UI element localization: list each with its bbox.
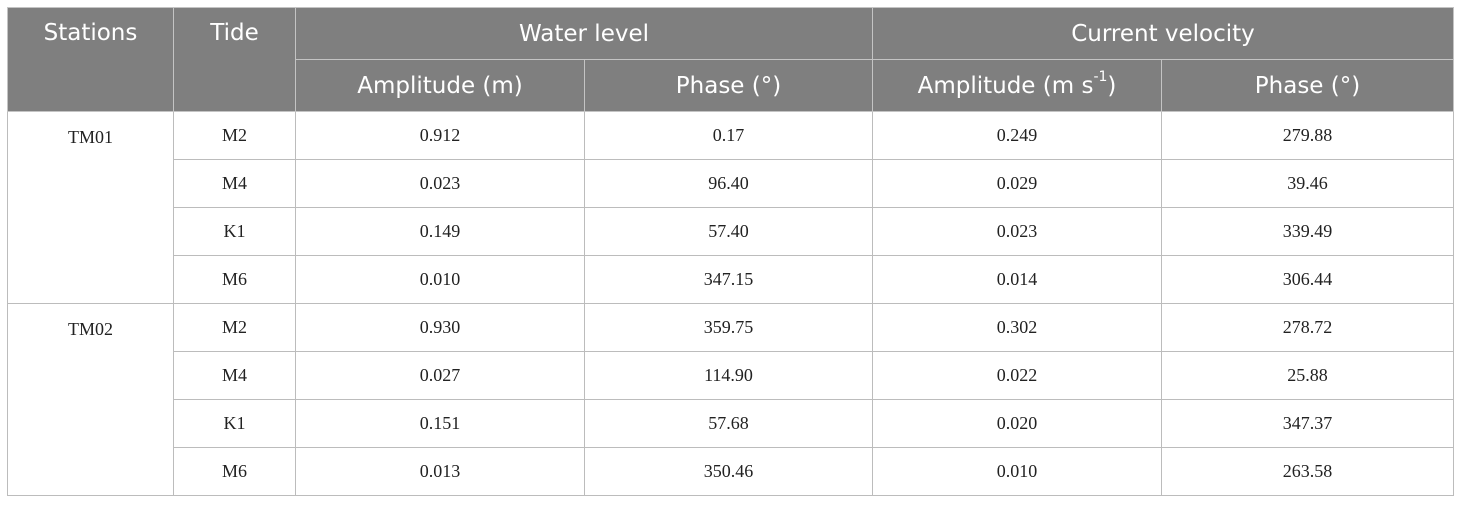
- table-row: K1 0.151 57.68 0.020 347.37: [8, 399, 1454, 448]
- current-amplitude-cell: 0.023: [872, 207, 1162, 256]
- current-phase-cell: 278.72: [1161, 303, 1454, 352]
- current-amplitude-cell: 0.014: [872, 255, 1162, 304]
- tide-cell: M2: [173, 303, 296, 352]
- water-phase-cell: 359.75: [584, 303, 873, 352]
- header-current-phase: Phase (°): [1161, 59, 1454, 112]
- header-current-amplitude-exponent: -1: [1093, 68, 1108, 85]
- tide-cell: K1: [173, 207, 296, 256]
- table-row: M4 0.023 96.40 0.029 39.46: [8, 159, 1454, 208]
- current-phase-cell: 339.49: [1161, 207, 1454, 256]
- header-water-amplitude: Amplitude (m): [295, 59, 585, 112]
- table-row: TM01 M2 0.912 0.17 0.249 279.88: [7, 111, 1454, 304]
- tide-cell: K1: [173, 399, 296, 448]
- current-phase-cell: 263.58: [1161, 447, 1454, 496]
- header-current-amplitude: Amplitude (m s-1): [872, 59, 1162, 112]
- water-amplitude-cell: 0.010: [295, 255, 585, 304]
- current-phase-cell: 347.37: [1161, 399, 1454, 448]
- header-tide: Tide: [173, 7, 296, 112]
- current-amplitude-cell: 0.249: [872, 111, 1162, 160]
- table-header: Stations Tide Water level Current veloci…: [7, 7, 1454, 112]
- water-phase-cell: 57.68: [584, 399, 873, 448]
- water-amplitude-cell: 0.151: [295, 399, 585, 448]
- header-row-1: Stations Tide Water level Current veloci…: [7, 7, 1454, 112]
- current-phase-cell: 279.88: [1161, 111, 1454, 160]
- current-amplitude-cell: 0.022: [872, 351, 1162, 400]
- header-current-amplitude-text: Amplitude (m s: [917, 72, 1094, 99]
- current-amplitude-cell: 0.029: [872, 159, 1162, 208]
- header-current-velocity: Current velocity: [872, 7, 1454, 60]
- tidal-harmonics-table: Stations Tide Water level Current veloci…: [7, 7, 1454, 496]
- table-row: M6 0.010 347.15 0.014 306.44: [8, 255, 1454, 304]
- tide-cell: M6: [173, 447, 296, 496]
- water-phase-cell: 96.40: [584, 159, 873, 208]
- water-phase-cell: 350.46: [584, 447, 873, 496]
- station-cell: TM02: [7, 303, 174, 496]
- water-amplitude-cell: 0.013: [295, 447, 585, 496]
- water-amplitude-cell: 0.149: [295, 207, 585, 256]
- tide-cell: M6: [173, 255, 296, 304]
- header-water-phase: Phase (°): [584, 59, 873, 112]
- table-row: K1 0.149 57.40 0.023 339.49: [8, 207, 1454, 256]
- water-phase-cell: 114.90: [584, 351, 873, 400]
- water-phase-cell: 57.40: [584, 207, 873, 256]
- current-amplitude-cell: 0.020: [872, 399, 1162, 448]
- header-row-2: Amplitude (m) Phase (°) Amplitude (m s-1…: [8, 59, 1454, 112]
- tide-cell: M2: [173, 111, 296, 160]
- water-amplitude-cell: 0.930: [295, 303, 585, 352]
- current-phase-cell: 39.46: [1161, 159, 1454, 208]
- water-amplitude-cell: 0.023: [295, 159, 585, 208]
- water-amplitude-cell: 0.027: [295, 351, 585, 400]
- table-row: M6 0.013 350.46 0.010 263.58: [8, 447, 1454, 496]
- current-phase-cell: 25.88: [1161, 351, 1454, 400]
- header-stations: Stations: [7, 7, 174, 112]
- water-amplitude-cell: 0.912: [295, 111, 585, 160]
- header-water-level: Water level: [295, 7, 873, 60]
- table-row: TM02 M2 0.930 359.75 0.302 278.72: [7, 303, 1454, 496]
- water-phase-cell: 347.15: [584, 255, 873, 304]
- tide-cell: M4: [173, 351, 296, 400]
- water-phase-cell: 0.17: [584, 111, 873, 160]
- table-row: M4 0.027 114.90 0.022 25.88: [8, 351, 1454, 400]
- table-body: TM01 M2 0.912 0.17 0.249 279.88 M4 0.023…: [7, 111, 1454, 496]
- current-amplitude-cell: 0.302: [872, 303, 1162, 352]
- station-cell: TM01: [7, 111, 174, 304]
- current-amplitude-cell: 0.010: [872, 447, 1162, 496]
- tide-cell: M4: [173, 159, 296, 208]
- header-current-amplitude-close: ): [1107, 72, 1117, 99]
- current-phase-cell: 306.44: [1161, 255, 1454, 304]
